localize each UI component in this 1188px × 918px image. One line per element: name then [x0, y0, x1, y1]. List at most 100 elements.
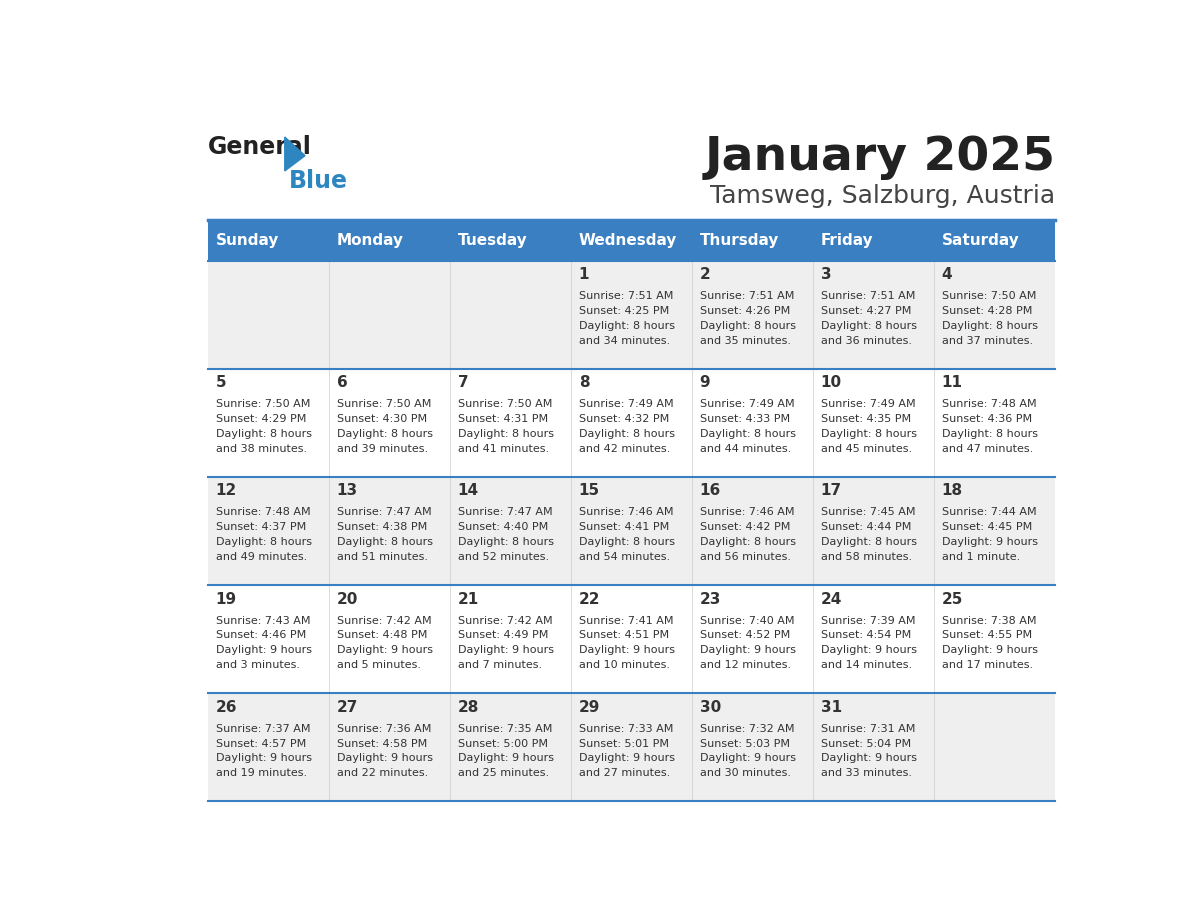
Bar: [693, 219, 814, 261]
Text: Daylight: 8 hours: Daylight: 8 hours: [579, 537, 675, 547]
Text: and 34 minutes.: and 34 minutes.: [579, 336, 670, 346]
Text: Daylight: 9 hours: Daylight: 9 hours: [821, 645, 917, 655]
Text: Sunset: 4:49 PM: Sunset: 4:49 PM: [457, 631, 548, 641]
Text: 17: 17: [821, 484, 842, 498]
Text: Sunset: 4:36 PM: Sunset: 4:36 PM: [942, 414, 1032, 424]
Text: and 19 minutes.: and 19 minutes.: [216, 768, 307, 778]
Text: Sunrise: 7:33 AM: Sunrise: 7:33 AM: [579, 723, 674, 733]
Text: and 25 minutes.: and 25 minutes.: [457, 768, 549, 778]
Text: 3: 3: [821, 267, 832, 282]
Text: Daylight: 8 hours: Daylight: 8 hours: [700, 429, 796, 439]
Text: Sunrise: 7:50 AM: Sunrise: 7:50 AM: [457, 399, 552, 409]
Text: 28: 28: [457, 700, 479, 715]
Text: Sunrise: 7:48 AM: Sunrise: 7:48 AM: [942, 399, 1036, 409]
Text: Daylight: 9 hours: Daylight: 9 hours: [336, 754, 432, 764]
Text: General: General: [208, 135, 312, 159]
Text: Sunset: 4:28 PM: Sunset: 4:28 PM: [942, 306, 1032, 316]
Text: Sunset: 4:33 PM: Sunset: 4:33 PM: [700, 414, 790, 424]
Text: and 14 minutes.: and 14 minutes.: [821, 660, 912, 670]
Text: and 51 minutes.: and 51 minutes.: [336, 552, 428, 562]
Text: and 3 minutes.: and 3 minutes.: [216, 660, 299, 670]
Text: Sunset: 4:51 PM: Sunset: 4:51 PM: [579, 631, 669, 641]
Text: 6: 6: [336, 375, 347, 390]
Text: Daylight: 8 hours: Daylight: 8 hours: [216, 537, 311, 547]
Text: 18: 18: [942, 484, 962, 498]
Text: Daylight: 8 hours: Daylight: 8 hours: [942, 429, 1038, 439]
Text: Daylight: 8 hours: Daylight: 8 hours: [821, 320, 917, 330]
Text: Sunrise: 7:36 AM: Sunrise: 7:36 AM: [336, 723, 431, 733]
Bar: [208, 693, 1055, 801]
Text: Sunset: 4:40 PM: Sunset: 4:40 PM: [457, 522, 548, 532]
Text: Sunrise: 7:38 AM: Sunrise: 7:38 AM: [942, 616, 1036, 625]
Text: Daylight: 9 hours: Daylight: 9 hours: [457, 645, 554, 655]
Text: and 56 minutes.: and 56 minutes.: [700, 552, 791, 562]
Text: and 37 minutes.: and 37 minutes.: [942, 336, 1032, 346]
Text: Sunrise: 7:32 AM: Sunrise: 7:32 AM: [700, 723, 795, 733]
Text: Sunset: 4:44 PM: Sunset: 4:44 PM: [821, 522, 911, 532]
Text: Daylight: 8 hours: Daylight: 8 hours: [216, 429, 311, 439]
Text: Sunset: 4:54 PM: Sunset: 4:54 PM: [821, 631, 911, 641]
Text: Daylight: 8 hours: Daylight: 8 hours: [579, 429, 675, 439]
Text: Daylight: 8 hours: Daylight: 8 hours: [700, 320, 796, 330]
Bar: [208, 369, 1055, 477]
Text: Sunrise: 7:47 AM: Sunrise: 7:47 AM: [336, 508, 431, 518]
Text: 30: 30: [700, 700, 721, 715]
Text: and 36 minutes.: and 36 minutes.: [821, 336, 911, 346]
Text: 1: 1: [579, 267, 589, 282]
Text: Daylight: 9 hours: Daylight: 9 hours: [216, 754, 311, 764]
Polygon shape: [285, 137, 305, 171]
Text: Sunrise: 7:42 AM: Sunrise: 7:42 AM: [457, 616, 552, 625]
Bar: [329, 219, 450, 261]
Text: Sunrise: 7:49 AM: Sunrise: 7:49 AM: [700, 399, 795, 409]
Text: Daylight: 8 hours: Daylight: 8 hours: [700, 537, 796, 547]
Text: and 49 minutes.: and 49 minutes.: [216, 552, 307, 562]
Text: Sunset: 5:04 PM: Sunset: 5:04 PM: [821, 739, 911, 748]
Text: and 45 minutes.: and 45 minutes.: [821, 443, 912, 453]
Text: and 38 minutes.: and 38 minutes.: [216, 443, 307, 453]
Text: Sunrise: 7:49 AM: Sunrise: 7:49 AM: [579, 399, 674, 409]
Text: and 52 minutes.: and 52 minutes.: [457, 552, 549, 562]
Text: Sunset: 4:42 PM: Sunset: 4:42 PM: [700, 522, 790, 532]
Text: and 12 minutes.: and 12 minutes.: [700, 660, 791, 670]
Text: Sunrise: 7:50 AM: Sunrise: 7:50 AM: [942, 291, 1036, 301]
Text: and 27 minutes.: and 27 minutes.: [579, 768, 670, 778]
Text: Sunset: 4:52 PM: Sunset: 4:52 PM: [700, 631, 790, 641]
Text: and 33 minutes.: and 33 minutes.: [821, 768, 911, 778]
Text: and 30 minutes.: and 30 minutes.: [700, 768, 791, 778]
Text: Daylight: 9 hours: Daylight: 9 hours: [216, 645, 311, 655]
Text: 21: 21: [457, 591, 479, 607]
Text: 9: 9: [700, 375, 710, 390]
Text: 16: 16: [700, 484, 721, 498]
Text: Saturday: Saturday: [942, 233, 1019, 248]
Bar: [814, 219, 935, 261]
Text: Sunrise: 7:37 AM: Sunrise: 7:37 AM: [216, 723, 310, 733]
Text: Sunrise: 7:43 AM: Sunrise: 7:43 AM: [216, 616, 310, 625]
Text: Sunset: 4:25 PM: Sunset: 4:25 PM: [579, 306, 669, 316]
Text: Sunrise: 7:47 AM: Sunrise: 7:47 AM: [457, 508, 552, 518]
Text: Sunset: 4:37 PM: Sunset: 4:37 PM: [216, 522, 307, 532]
Text: Sunrise: 7:45 AM: Sunrise: 7:45 AM: [821, 508, 915, 518]
Text: Monday: Monday: [336, 233, 404, 248]
Text: Sunset: 4:29 PM: Sunset: 4:29 PM: [216, 414, 307, 424]
Text: 25: 25: [942, 591, 963, 607]
Text: Sunset: 4:48 PM: Sunset: 4:48 PM: [336, 631, 428, 641]
Text: 19: 19: [216, 591, 236, 607]
Text: and 41 minutes.: and 41 minutes.: [457, 443, 549, 453]
Text: 29: 29: [579, 700, 600, 715]
Text: Thursday: Thursday: [700, 233, 779, 248]
Text: Friday: Friday: [821, 233, 873, 248]
Text: and 44 minutes.: and 44 minutes.: [700, 443, 791, 453]
Text: 11: 11: [942, 375, 962, 390]
Text: Sunrise: 7:46 AM: Sunrise: 7:46 AM: [579, 508, 674, 518]
Text: 2: 2: [700, 267, 710, 282]
Text: Sunset: 4:38 PM: Sunset: 4:38 PM: [336, 522, 426, 532]
Text: Daylight: 9 hours: Daylight: 9 hours: [700, 754, 796, 764]
Text: Daylight: 9 hours: Daylight: 9 hours: [821, 754, 917, 764]
Text: Sunrise: 7:50 AM: Sunrise: 7:50 AM: [216, 399, 310, 409]
Text: Daylight: 8 hours: Daylight: 8 hours: [457, 537, 554, 547]
Text: 31: 31: [821, 700, 842, 715]
Text: Sunrise: 7:44 AM: Sunrise: 7:44 AM: [942, 508, 1036, 518]
Text: Sunrise: 7:50 AM: Sunrise: 7:50 AM: [336, 399, 431, 409]
Text: Daylight: 9 hours: Daylight: 9 hours: [579, 645, 675, 655]
Bar: [208, 219, 329, 261]
